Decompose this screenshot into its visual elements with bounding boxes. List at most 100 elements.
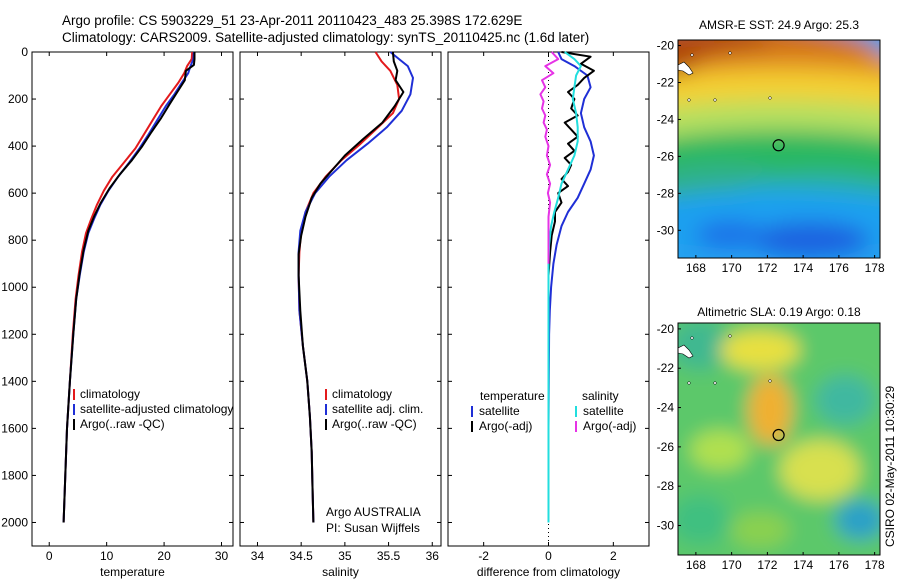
series-line-satellite-adjusted-climatology (62, 51, 195, 523)
map-x-tick-label: 174 (793, 558, 813, 572)
panel-frame (31, 51, 234, 547)
map-y-tick-label: -22 (657, 361, 675, 375)
x-tick-label: 10 (100, 549, 114, 563)
sla-field-patch (678, 495, 730, 545)
x-tick-label: 30 (215, 549, 229, 563)
sla-field-patch (815, 375, 875, 425)
timestamp-label: CSIRO 02-May-2011 10:30:29 (883, 385, 897, 547)
sst-map (678, 40, 880, 258)
difference-profile-panel: -2 0 2 difference from climatology temperatu… (447, 51, 650, 579)
map-y-tick-label: -30 (657, 223, 675, 237)
y-tick-label: 0 (21, 45, 28, 59)
sla-field-patch (720, 330, 800, 370)
figure-title-line2: Climatology: CARS2009. Satellite-adjuste… (62, 30, 589, 45)
legend-label: satellite (583, 404, 624, 418)
sla-field-patch (748, 375, 792, 445)
y-tick-label: 1600 (1, 421, 28, 435)
map-x-tick-label: 172 (757, 558, 777, 572)
series-line-temperature-argo-adj (547, 51, 595, 523)
temperature-profile-panel: 0 200 400 600 800 1000 1200 1400 1600 1800 2000 0 10… (1, 45, 234, 579)
map-y-tick-label: -26 (657, 149, 675, 163)
map-y-tick-label: -28 (657, 479, 675, 493)
sst-map-title: AMSR-E SST: 24.9 Argo: 25.3 (699, 18, 859, 32)
y-tick-label: 1000 (1, 280, 28, 294)
credit-pi: PI: Susan Wijffels (326, 521, 420, 535)
map-y-tick-label: -22 (657, 75, 675, 89)
panel-frame (239, 51, 442, 547)
map-y-tick-label: -20 (657, 322, 675, 336)
island-dot (713, 98, 717, 102)
legend-label: satellite-adjusted climatology (80, 402, 233, 416)
x-tick-label: 34 (251, 549, 265, 563)
argo-float-marker (772, 139, 785, 152)
y-tick-label: 1200 (1, 327, 28, 341)
sla-map (678, 323, 880, 555)
sst-field-patch (695, 221, 765, 249)
legend-label: climatology (80, 387, 140, 401)
sst-field-patch (750, 222, 870, 258)
map-x-tick-label: 170 (722, 558, 742, 572)
legend-group-title: salinity (582, 389, 619, 403)
legend-group-title: temperature (480, 389, 545, 403)
y-tick-label: 600 (8, 186, 28, 200)
map-x-tick-label: 178 (865, 558, 885, 572)
map-y-tick-label: -28 (657, 186, 675, 200)
legend-label: Argo(-adj) (583, 419, 636, 433)
legend-label: Argo(-adj) (479, 419, 532, 433)
map-x-tick-label: 168 (686, 558, 706, 572)
x-tick-label: 36 (426, 549, 440, 563)
y-tick-label: 200 (8, 92, 28, 106)
map-y-tick-label: -20 (657, 39, 675, 53)
island-dot (768, 96, 772, 100)
island-dot (728, 51, 732, 55)
x-tick-label: 34.5 (289, 549, 313, 563)
figure-title-line1: Argo profile: CS 5903229_51 23-Apr-2011 … (62, 13, 522, 28)
island-shape (678, 61, 694, 76)
y-tick-label: 400 (8, 139, 28, 153)
series-line-temperature-satellite (547, 51, 595, 523)
series-line-salinity-argo-adj (539, 51, 560, 264)
sla-field-patch (780, 440, 860, 500)
argo-float-marker (772, 428, 785, 442)
salinity-profile-panel: 34 34.5 35 35.5 36 salinity climatologysatelli… (239, 51, 442, 579)
x-axis-label: temperature (100, 565, 165, 579)
legend-label: satellite (479, 404, 520, 418)
y-tick-label: 1800 (1, 468, 28, 482)
map-x-tick-label: 178 (865, 261, 885, 275)
sla-field-patch (690, 430, 750, 470)
island-dot (690, 336, 694, 340)
island-dot (713, 381, 717, 385)
sst-map-axes: 168 170 172 174 176 178 -20 -22 -24 -26 -28 -30 (657, 39, 885, 275)
y-tick-label: 800 (8, 233, 28, 247)
x-tick-label: 0 (46, 549, 53, 563)
legend-label: Argo(..raw -QC) (332, 417, 417, 431)
map-x-tick-label: 176 (829, 558, 849, 572)
island-dot (768, 379, 772, 383)
island-dot (687, 381, 691, 385)
y-tick-label: 2000 (1, 515, 28, 529)
y-tick-label: 1400 (1, 374, 28, 388)
series-line-climatology (297, 51, 401, 523)
map-x-tick-label: 170 (722, 261, 742, 275)
credit-argo-australia: Argo AUSTRALIA (326, 505, 421, 519)
x-axis-label: salinity (322, 565, 359, 579)
sla-map-title: Altimetric SLA: 0.19 Argo: 0.18 (697, 305, 861, 319)
island-dot (690, 53, 694, 57)
x-axis-label: difference from climatology (477, 565, 620, 579)
map-x-tick-label: 172 (757, 261, 777, 275)
x-tick-label: 35.5 (377, 549, 401, 563)
map-frame (677, 322, 881, 556)
sla-field-patch (730, 512, 790, 548)
sla-map-axes: 168 170 172 174 176 178 -20 -22 -24 -26 -28 -30 (657, 322, 885, 572)
series-line-argo-raw-qc (62, 52, 196, 523)
map-x-tick-label: 168 (686, 261, 706, 275)
island-dot (687, 98, 691, 102)
map-y-tick-label: -24 (657, 112, 675, 126)
legend-label: satellite adj. clim. (332, 402, 423, 416)
map-x-tick-label: 176 (829, 261, 849, 275)
series-line-climatology (62, 51, 194, 523)
series-line-argo-raw-qc (297, 51, 405, 523)
map-y-tick-label: -30 (657, 519, 675, 533)
series-line-salinity-satellite (547, 51, 582, 523)
